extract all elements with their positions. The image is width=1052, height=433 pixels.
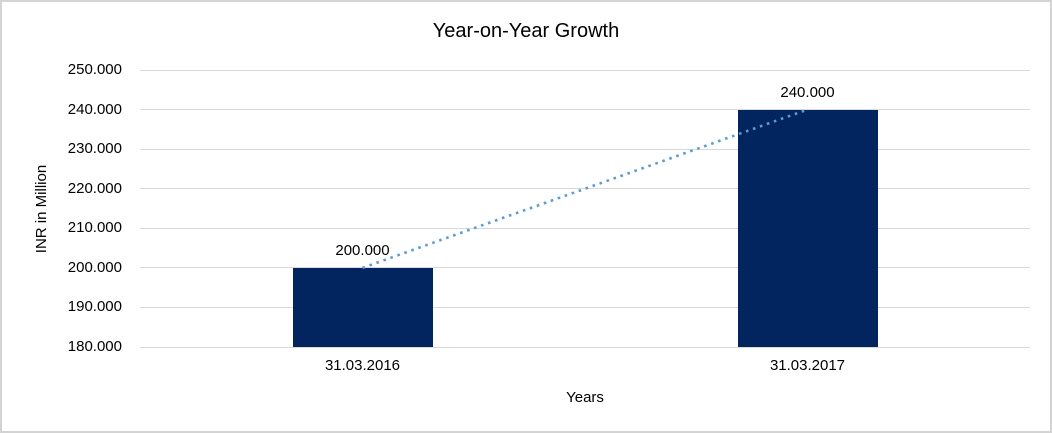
gridline <box>140 69 1030 71</box>
data-label: 240.000 <box>780 83 835 101</box>
chart-title: Year-on-Year Growth <box>432 20 620 42</box>
data-label: 200.000 <box>335 241 390 259</box>
y-tick-label: 200.000 <box>67 258 122 276</box>
gridline <box>140 109 1030 111</box>
y-tick-label: 180.000 <box>67 338 122 355</box>
bar-series-1 <box>737 109 878 347</box>
y-tick-label: 190.000 <box>67 298 122 316</box>
gridline <box>140 227 1030 229</box>
x-axis-line <box>140 346 1030 348</box>
x-tick-label: 31.03.2016 <box>324 357 401 374</box>
y-tick-label: 240.000 <box>67 100 122 118</box>
x-tick-label: 31.03.2017 <box>769 357 846 374</box>
gridline <box>140 148 1030 150</box>
gridline <box>140 306 1030 308</box>
y-tick-label: 230.000 <box>67 140 122 158</box>
y-tick-label: 220.000 <box>67 179 122 197</box>
bar-series-1 <box>292 267 433 347</box>
y-tick-label: 210.000 <box>67 219 122 237</box>
y-tick-label: 250.000 <box>67 61 122 78</box>
gridline <box>140 188 1030 190</box>
x-axis-title: Years <box>566 389 604 406</box>
gridline <box>140 267 1030 269</box>
